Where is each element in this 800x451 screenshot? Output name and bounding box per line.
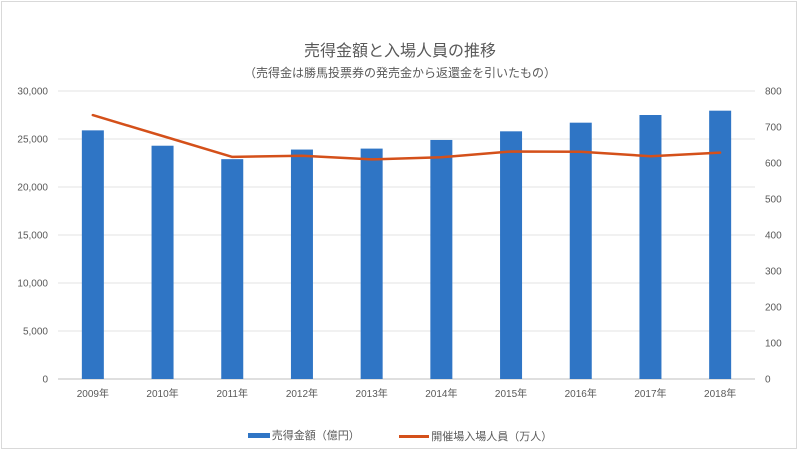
y-right-tick-label: 600 [765,159,782,170]
legend-label-sales: 売得金額（億円） [271,429,360,442]
x-tick-label: 2017年 [634,387,666,400]
legend-item-attendance: 開催場入場人員（万人） [399,428,552,444]
x-tick-label: 2010年 [146,387,178,400]
bar [221,159,244,379]
y-right-tick-label: 800 [765,87,782,98]
attendance-line [91,113,722,161]
bar [500,131,523,379]
bar [81,130,104,379]
x-tick-label: 2011年 [216,387,248,400]
chart-subtitle: （売得金は勝馬投票券の発売金から返還金を引いたもの） [243,66,556,80]
bar [639,115,662,379]
legend-swatch-line [399,434,430,438]
y-left-tick-label: 5,000 [23,327,48,338]
y-left-tick-label: 25,000 [17,135,48,146]
y-right-tick-label: 700 [765,123,782,134]
bar [430,139,453,379]
y-left-tick-label: 30,000 [17,87,48,98]
bar [151,145,174,379]
x-tick-label: 2013年 [356,387,388,400]
y-left-tick-label: 15,000 [17,231,48,242]
y-right-tick-label: 200 [765,303,782,314]
x-tick-label: 2014年 [425,387,457,400]
y-right-tick-label: 500 [765,195,782,206]
y-right-tick-label: 100 [765,339,782,350]
x-tick-label: 2009年 [77,387,109,400]
bar [360,148,383,379]
legend-label-attendance: 開催場入場人員（万人） [431,430,553,443]
x-tick-label: 2015年 [495,387,527,400]
y-left-tick-label: 20,000 [17,183,48,194]
y-left-tick-label: 10,000 [17,279,48,290]
x-tick-label: 2018年 [704,387,736,400]
x-tick-label: 2016年 [565,387,597,400]
y-right-tick-label: 300 [765,267,782,278]
y-right-tick-label: 0 [765,375,771,386]
bar [709,110,732,380]
bar [290,149,313,379]
chart-title: 売得金額と入場人員の推移 [303,41,496,60]
x-tick-label: 2012年 [286,387,318,400]
y-right-tick-label: 400 [765,231,782,242]
legend-swatch-bar [247,432,270,438]
bar [569,122,592,380]
legend: 売得金額（億円） 開催場入場人員（万人） [0,427,800,444]
legend-item-sales: 売得金額（億円） [247,427,360,443]
y-left-tick-label: 0 [42,375,48,386]
